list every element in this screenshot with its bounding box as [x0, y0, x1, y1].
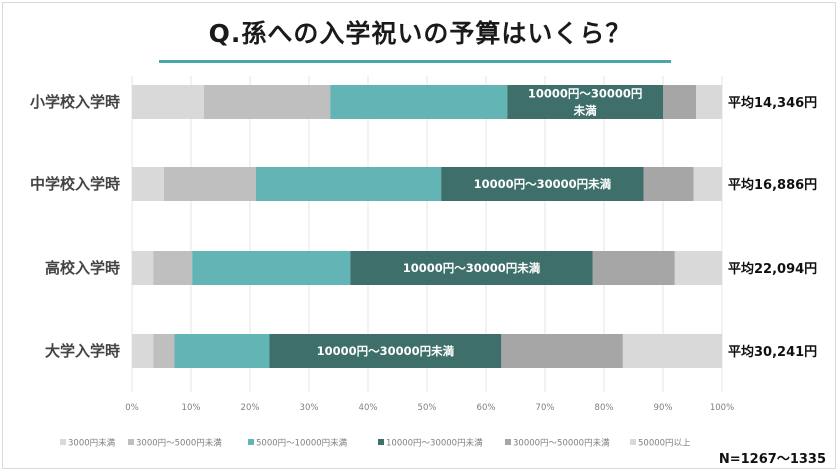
bar-segment: [441, 167, 644, 201]
bar-segment: [269, 334, 502, 368]
x-tick-label: 90%: [654, 403, 673, 413]
x-tick-label: 0%: [125, 403, 139, 413]
bar-segment: [350, 251, 593, 285]
average-label: 平均30,241円: [728, 344, 817, 360]
legend-swatch: [378, 439, 384, 445]
bar-segment: [507, 85, 663, 119]
bar-segment: [592, 251, 675, 285]
bar-segment: [153, 334, 175, 368]
bar-segment: [163, 167, 256, 201]
legend-label: 10000円～30000円未満: [386, 438, 483, 449]
x-tick-label: 20%: [241, 403, 260, 413]
bar-segment: [663, 85, 697, 119]
chart-title: Q.孫への入学祝いの予算はいくら？: [208, 19, 632, 48]
x-tick-label: 60%: [477, 403, 496, 413]
bar-segment: [132, 251, 154, 285]
x-tick-label: 40%: [359, 403, 378, 413]
average-label: 平均22,094円: [728, 261, 817, 277]
legend-label: 50000円以上: [638, 439, 691, 449]
x-tick-label: 50%: [418, 403, 437, 413]
bar-segment: [203, 85, 331, 119]
segment-label: 10000円～30000円未満: [474, 177, 612, 191]
bar-segment: [643, 167, 694, 201]
x-tick-label: 30%: [300, 403, 319, 413]
x-tick-label: 70%: [536, 403, 555, 413]
bar-segment: [693, 167, 722, 201]
category-label: 小学校入学時: [30, 93, 120, 111]
bar-segment: [674, 251, 722, 285]
segment-label: 10000円～30000円未満: [403, 261, 541, 275]
bar-segment: [501, 334, 623, 368]
bar-segment: [255, 167, 442, 201]
bar-segment: [192, 251, 351, 285]
x-tick-label: 100%: [710, 403, 734, 413]
average-label: 平均16,886円: [728, 177, 817, 193]
legend: 3000円未満 3000円～5000円未満 5000円～10000円未満 10000円…: [60, 438, 691, 449]
segment-label: 10000円～30000円: [528, 87, 643, 101]
legend-swatch: [248, 439, 254, 445]
legend-label: 30000円～50000円未満: [513, 438, 610, 449]
category-label: 高校入学時: [45, 259, 120, 277]
bars: [132, 85, 722, 368]
bar-segment: [132, 334, 154, 368]
bar-segment: [330, 85, 508, 119]
average-label: 平均14,346円: [728, 95, 817, 111]
bar-segment: [132, 85, 204, 119]
sample-size-note: N=1267～1335: [719, 452, 826, 467]
segment-label: 10000円～30000円未満: [317, 344, 455, 358]
legend-label: 3000円～5000円未満: [136, 438, 222, 449]
bar-segment: [622, 334, 722, 368]
title-underline: [159, 60, 671, 63]
category-label: 中学校入学時: [30, 175, 120, 193]
legend-swatch: [60, 439, 66, 445]
legend-label: 5000円～10000円未満: [256, 438, 348, 449]
bar-segment: [696, 85, 722, 119]
labels: 0% 10% 20% 30% 40% 50% 60% 70% 80% 90% 100%小学校入学時平…: [30, 87, 817, 414]
segment-label: 未満: [573, 104, 597, 118]
bar-segment: [174, 334, 270, 368]
category-label: 大学入学時: [45, 342, 120, 360]
bar-segment: [153, 251, 193, 285]
bar-segment: [132, 167, 164, 201]
legend-swatch: [505, 439, 511, 445]
legend-label: 3000円未満: [68, 438, 116, 449]
x-tick-label: 10%: [182, 403, 201, 413]
x-tick-label: 80%: [595, 403, 614, 413]
legend-swatch: [630, 439, 636, 445]
legend-swatch: [128, 439, 134, 445]
